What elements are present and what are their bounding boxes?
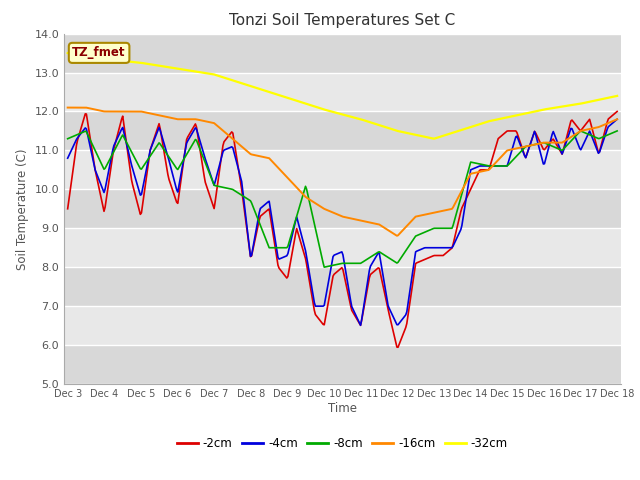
Bar — [64, 228, 621, 267]
Line: -32cm: -32cm — [68, 53, 617, 139]
-32cm — [64, 50, 72, 56]
-4cm — [64, 156, 72, 161]
-4cm — [515, 139, 523, 144]
-32cm — [431, 136, 438, 142]
-8cm — [392, 260, 399, 265]
Line: -2cm: -2cm — [68, 111, 617, 347]
-8cm — [601, 133, 609, 139]
Bar — [64, 111, 621, 150]
-2cm — [324, 298, 332, 303]
-4cm — [356, 323, 364, 328]
-32cm — [601, 96, 609, 101]
-16cm — [391, 231, 399, 237]
-16cm — [515, 145, 523, 151]
-16cm — [361, 218, 369, 224]
-4cm — [392, 320, 399, 325]
Line: -8cm: -8cm — [68, 131, 617, 267]
-32cm — [613, 93, 621, 99]
-32cm — [328, 109, 336, 115]
-16cm — [328, 209, 336, 215]
Bar — [64, 345, 621, 384]
-8cm — [613, 128, 621, 134]
-2cm — [394, 344, 402, 350]
-4cm — [601, 133, 609, 139]
-16cm — [613, 116, 621, 122]
-4cm — [328, 260, 336, 265]
-8cm — [326, 263, 333, 269]
Bar — [64, 150, 621, 189]
Title: Tonzi Soil Temperatures Set C: Tonzi Soil Temperatures Set C — [229, 13, 456, 28]
Text: TZ_fmet: TZ_fmet — [72, 47, 126, 60]
Legend: -2cm, -4cm, -8cm, -16cm, -32cm: -2cm, -4cm, -8cm, -16cm, -32cm — [172, 433, 513, 455]
-2cm — [361, 299, 369, 305]
Bar — [64, 189, 621, 228]
-32cm — [515, 112, 523, 118]
Line: -16cm: -16cm — [68, 108, 617, 236]
-16cm — [324, 208, 332, 214]
-32cm — [324, 108, 332, 114]
-2cm — [613, 108, 621, 114]
Bar — [64, 306, 621, 345]
-2cm — [391, 335, 399, 341]
Bar — [64, 34, 621, 72]
Bar — [64, 267, 621, 306]
X-axis label: Time: Time — [328, 402, 357, 415]
Bar — [64, 72, 621, 111]
-32cm — [391, 127, 399, 133]
-4cm — [362, 288, 370, 294]
-32cm — [361, 118, 369, 123]
-2cm — [328, 279, 336, 285]
-16cm — [601, 121, 609, 127]
Line: -4cm: -4cm — [68, 119, 617, 325]
-8cm — [321, 264, 328, 270]
-16cm — [64, 105, 72, 110]
-4cm — [613, 116, 621, 122]
-8cm — [64, 136, 72, 142]
-8cm — [329, 263, 337, 268]
-2cm — [515, 136, 523, 142]
Y-axis label: Soil Temperature (C): Soil Temperature (C) — [16, 148, 29, 270]
-8cm — [362, 257, 370, 263]
-16cm — [393, 233, 401, 239]
-2cm — [64, 206, 72, 212]
-2cm — [601, 128, 609, 133]
-4cm — [324, 278, 332, 284]
-8cm — [515, 150, 523, 156]
